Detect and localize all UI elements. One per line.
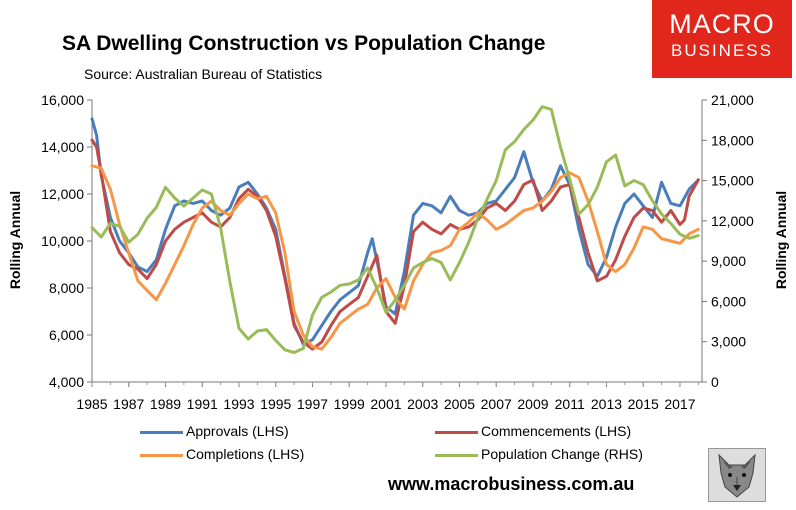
x-tick-label: 2007 [481,396,512,412]
chart-title: SA Dwelling Construction vs Population C… [62,32,546,55]
y-tick-label-left: 12,000 [41,186,84,202]
y-tick-label-right: 15,000 [711,173,754,189]
x-tick-label: 2001 [370,396,401,412]
y-tick-label-right: 6,000 [711,293,746,309]
y-tick-label-left: 14,000 [41,139,84,155]
y-tick-label-right: 12,000 [711,213,754,229]
x-tick-label: 2011 [555,396,585,412]
y-tick-label-left: 8,000 [49,280,84,296]
wolf-logo-icon [708,448,766,502]
y-tick-label-left: 6,000 [49,327,84,343]
x-tick-label: 2013 [591,396,622,412]
x-tick-label: 2003 [407,396,438,412]
series-lines [90,105,700,354]
series-line-1 [90,138,700,351]
axes [87,99,707,387]
brand-logo: MACRO BUSINESS [652,0,792,78]
x-tick-label: 1985 [76,396,107,412]
y-tick-label-right: 21,000 [711,92,754,108]
website-url: www.macrobusiness.com.au [388,474,635,494]
y-tick-label-left: 10,000 [41,233,84,249]
y-tick-label-right: 18,000 [711,132,754,148]
y-tick-label-right: 0 [711,374,719,390]
y-tick-label-left: 16,000 [41,92,84,108]
brand-logo-line1: MACRO [669,9,775,39]
x-tick-label: 2005 [444,396,475,412]
x-tick-label: 1987 [113,396,144,412]
x-tick-label: 2009 [517,396,548,412]
x-tick-label: 2017 [664,396,695,412]
x-tick-label: 1993 [223,396,254,412]
series-line-3 [90,105,700,354]
chart-subtitle: Source: Australian Bureau of Statistics [84,66,323,82]
x-tick-label: 1997 [297,396,328,412]
brand-logo-line2: BUSINESS [671,41,773,60]
x-tick-label: 1999 [334,396,365,412]
x-tick-label: 1989 [150,396,181,412]
y-tick-label-left: 4,000 [49,374,84,390]
y-axis-label-left: Rolling Annual [7,191,23,289]
y-tick-label-right: 9,000 [711,253,746,269]
series-line-0 [90,117,700,346]
y-tick-label-right: 3,000 [711,334,746,350]
x-tick-label: 2015 [628,396,659,412]
x-tick-label: 1995 [260,396,291,412]
tick-labels: 4,000 6,000 8,000 10,000 12,000 14,000 16,000 0… [41,92,754,412]
y-axis-label-right: Rolling Annual [773,191,789,289]
x-tick-label: 1991 [187,396,218,412]
